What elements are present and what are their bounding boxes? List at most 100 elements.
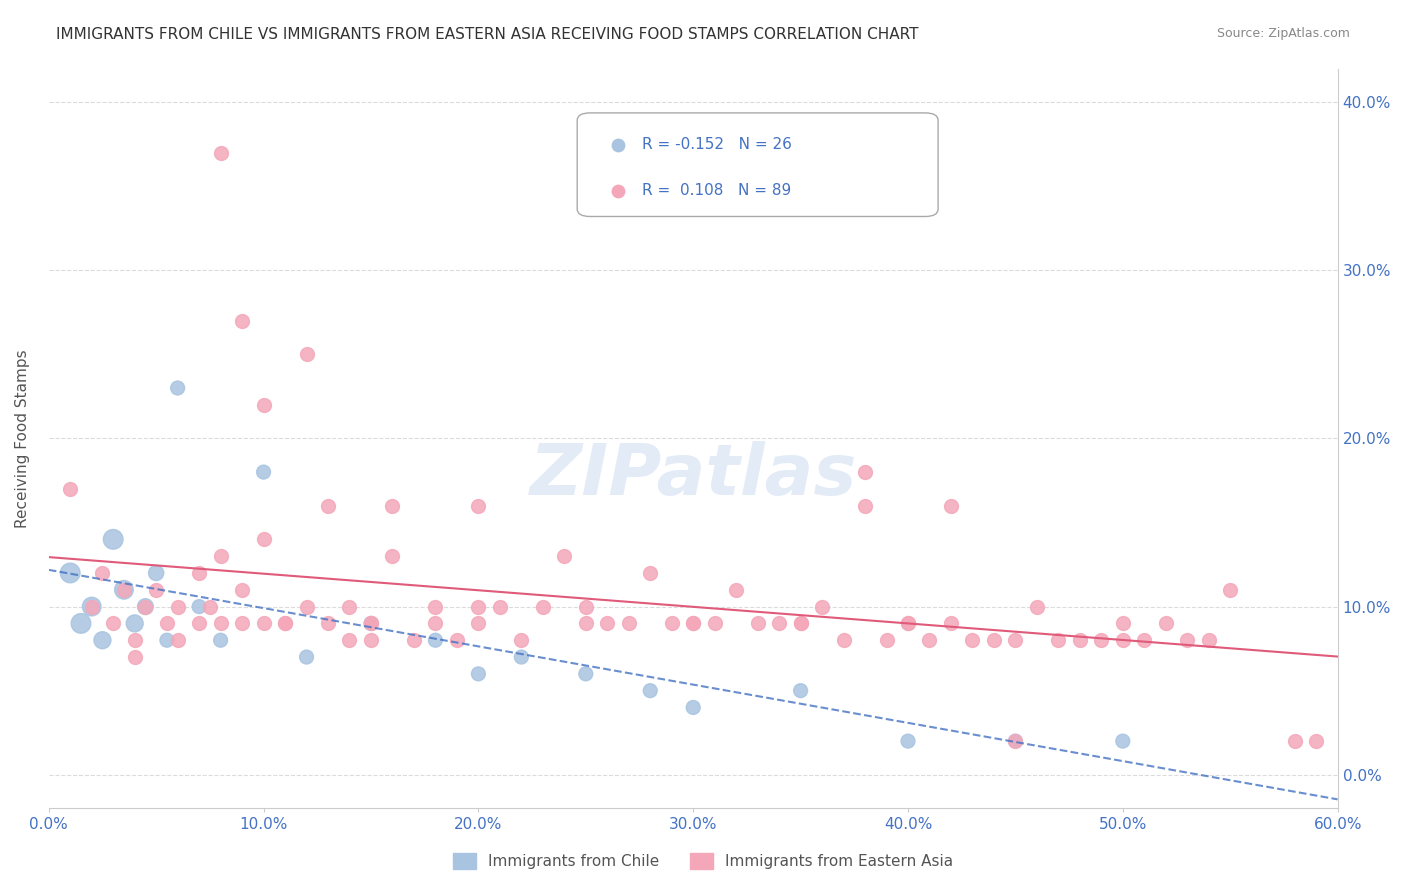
Point	[876, 633, 898, 648]
Point	[209, 549, 232, 563]
FancyBboxPatch shape	[578, 113, 938, 217]
Point	[188, 566, 211, 580]
Point	[661, 616, 683, 631]
Point	[425, 616, 447, 631]
Point	[166, 381, 188, 395]
Point	[811, 599, 834, 614]
Point	[467, 499, 489, 513]
Point	[156, 633, 179, 648]
Point	[295, 347, 318, 361]
Point	[1004, 633, 1026, 648]
Text: R =  0.108   N = 89: R = 0.108 N = 89	[641, 183, 792, 198]
Point	[531, 599, 554, 614]
Point	[91, 633, 114, 648]
Point	[70, 616, 93, 631]
Point	[209, 616, 232, 631]
Point	[939, 616, 962, 631]
Y-axis label: Receiving Food Stamps: Receiving Food Stamps	[15, 349, 30, 528]
Point	[425, 633, 447, 648]
Point	[295, 599, 318, 614]
Point	[402, 633, 425, 648]
Point	[1305, 734, 1327, 748]
Point	[316, 499, 339, 513]
Text: IMMIGRANTS FROM CHILE VS IMMIGRANTS FROM EASTERN ASIA RECEIVING FOOD STAMPS CORR: IMMIGRANTS FROM CHILE VS IMMIGRANTS FROM…	[56, 27, 918, 42]
Point	[274, 616, 297, 631]
Point	[1069, 633, 1091, 648]
Point	[316, 616, 339, 631]
Point	[360, 633, 382, 648]
Point	[575, 666, 598, 681]
Point	[682, 616, 704, 631]
Point	[446, 633, 468, 648]
Point	[59, 482, 82, 496]
Point	[1090, 633, 1112, 648]
Point	[231, 616, 253, 631]
Legend: Immigrants from Chile, Immigrants from Eastern Asia: Immigrants from Chile, Immigrants from E…	[447, 847, 959, 875]
Point	[596, 616, 619, 631]
Point	[295, 650, 318, 665]
Point	[1133, 633, 1156, 648]
Point	[209, 633, 232, 648]
Point	[252, 616, 274, 631]
Point	[853, 499, 876, 513]
Point	[381, 499, 404, 513]
Point	[360, 616, 382, 631]
Point	[198, 599, 221, 614]
Point	[134, 599, 156, 614]
Point	[510, 650, 533, 665]
Point	[134, 599, 156, 614]
Point	[425, 599, 447, 614]
Point	[897, 616, 920, 631]
Point	[553, 549, 575, 563]
Point	[231, 582, 253, 597]
Point	[252, 465, 274, 479]
Point	[789, 616, 811, 631]
Point	[1004, 734, 1026, 748]
Point	[124, 633, 146, 648]
Point	[489, 599, 512, 614]
Point	[252, 533, 274, 547]
Point	[166, 633, 188, 648]
Point	[897, 734, 920, 748]
Point	[188, 616, 211, 631]
Point	[59, 566, 82, 580]
Point	[682, 616, 704, 631]
Point	[638, 566, 661, 580]
Point	[231, 314, 253, 328]
Point	[939, 499, 962, 513]
Point	[274, 616, 297, 631]
Point	[112, 582, 135, 597]
Point	[1154, 616, 1177, 631]
Point	[638, 683, 661, 698]
Point	[1175, 633, 1198, 648]
Point	[1112, 633, 1135, 648]
Point	[747, 616, 769, 631]
Point	[80, 599, 103, 614]
Point	[510, 633, 533, 648]
Point	[124, 616, 146, 631]
Point	[339, 599, 361, 614]
Point	[103, 533, 125, 547]
Point	[918, 633, 941, 648]
Point	[467, 616, 489, 631]
Point	[682, 700, 704, 714]
Point	[381, 549, 404, 563]
Point	[209, 145, 232, 160]
Point	[1004, 734, 1026, 748]
Point	[166, 599, 188, 614]
Point	[156, 616, 179, 631]
Point	[768, 616, 790, 631]
Point	[1025, 599, 1047, 614]
Point	[575, 616, 598, 631]
Point	[1284, 734, 1306, 748]
Point	[1219, 582, 1241, 597]
Point	[575, 599, 598, 614]
Point	[145, 566, 167, 580]
Point	[789, 616, 811, 631]
Point	[80, 599, 103, 614]
Point	[1198, 633, 1220, 648]
Point	[91, 566, 114, 580]
Point	[983, 633, 1005, 648]
Point	[897, 616, 920, 631]
Point	[360, 616, 382, 631]
